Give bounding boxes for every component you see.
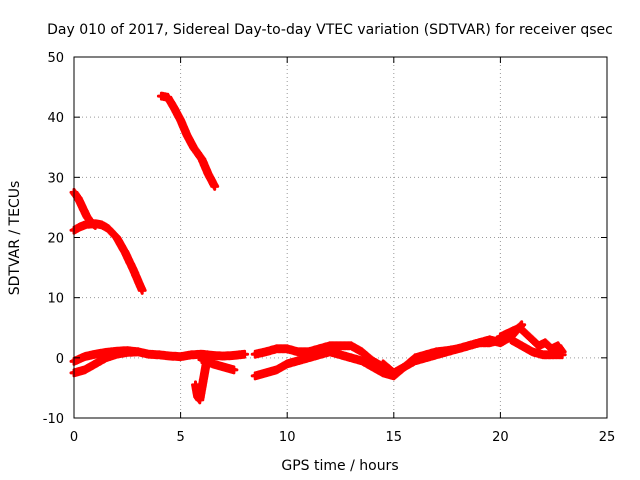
y-tick-label: 0 [56,352,64,367]
x-tick-label: 10 [279,430,296,445]
data-points-track-b [69,219,147,295]
y-tick-label: 20 [47,232,64,247]
series-track-b [69,219,147,295]
series-track-k [495,323,567,357]
data-points-track-c [156,91,220,191]
y-tick-label: 10 [47,292,64,307]
series-group [69,91,567,405]
x-tick-label: 25 [599,430,616,445]
series-track-c [156,91,220,191]
x-tick-label: 20 [492,430,509,445]
x-tick-label: 15 [386,430,403,445]
y-tick-label: 40 [47,111,64,126]
data-points-track-i [250,341,388,372]
x-tick-label: 0 [70,430,78,445]
chart-title: Day 010 of 2017, Sidereal Day-to-day VTE… [47,22,613,38]
y-axis-label: SDTVAR / TECUs [7,181,23,296]
data-points-track-g [197,355,239,375]
series-track-j [378,320,527,378]
series-track-f [191,359,211,405]
data-points-track-l [506,335,567,360]
axis-ticks: 0 5 10 15 20 25 -10 0 10 20 30 40 50 [43,51,616,445]
y-tick-label: 30 [47,171,64,186]
grid [74,57,607,418]
data-points-track-k [495,323,567,357]
series-track-i [250,341,388,372]
y-tick-label: 50 [47,51,64,66]
x-tick-label: 5 [176,430,184,445]
plot-frame [73,56,608,419]
x-axis-label: GPS time / hours [281,458,398,474]
data-points-track-f [191,359,211,405]
series-track-g [197,355,239,375]
data-points-track-j [378,320,527,378]
y-tick-label: -10 [43,412,64,427]
series-track-l [506,335,567,360]
